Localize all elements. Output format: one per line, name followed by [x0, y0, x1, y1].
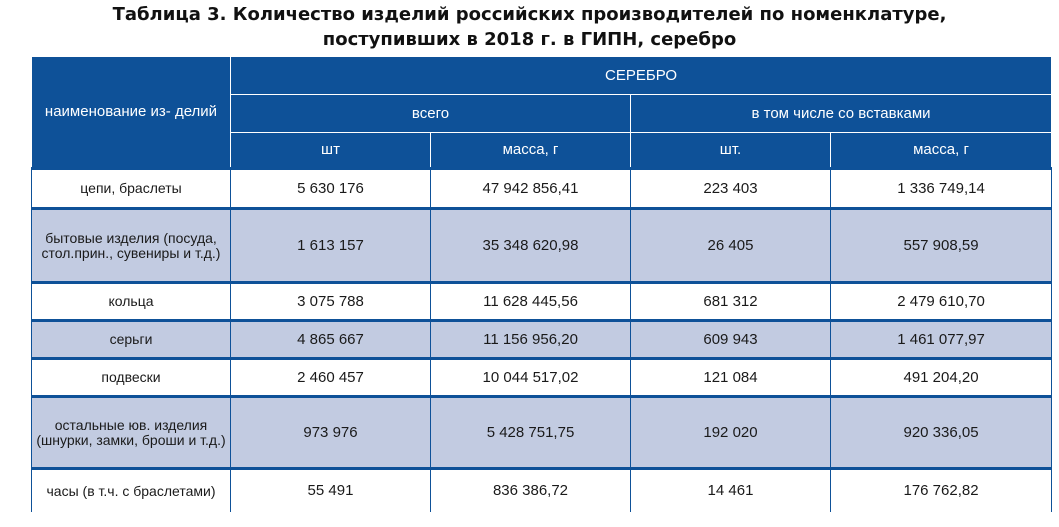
cell-total-pcs: 55 491: [230, 467, 431, 513]
cell-total-pcs: 5 630 176: [230, 167, 431, 209]
cell-total-pcs: 4 865 667: [230, 319, 431, 359]
header-name-column-label: наименование из- делий: [44, 103, 218, 120]
cell-inserts-pcs: 609 943: [630, 319, 831, 359]
cell-total-mass: 10 044 517,02: [430, 357, 631, 397]
cell-inserts-mass: 1 461 077,97: [829, 319, 1053, 359]
cell-inserts-pcs: 14 461: [630, 467, 831, 513]
header-metal-label: СЕРЕБРО: [605, 66, 678, 84]
header-metal: СЕРЕБРО: [229, 56, 1053, 95]
row-name: часы (в т.ч. с браслетами): [31, 467, 231, 513]
row-name: подвески: [31, 357, 231, 397]
cell-total-mass: 11 628 445,56: [430, 281, 631, 321]
row-name: кольца: [31, 281, 231, 321]
header-subcol-inserts-pcs: шт.: [630, 132, 831, 169]
table-header: наименование из- делий СЕРЕБРО всего в т…: [31, 56, 1053, 169]
header-subcol-total-pcs: шт: [230, 132, 431, 169]
cell-total-mass: 836 386,72: [430, 467, 631, 513]
cell-inserts-pcs: 26 405: [630, 207, 831, 283]
cell-total-pcs: 3 075 788: [230, 281, 431, 321]
table-row: остальные юв. изделия (шнурки, замки, бр…: [31, 395, 1053, 469]
cell-inserts-mass: 920 336,05: [829, 395, 1053, 469]
table-title-line-1: Таблица 3. Количество изделий российских…: [112, 4, 947, 25]
cell-inserts-mass: 1 336 749,14: [829, 167, 1053, 209]
table-row: кольца 3 075 788 11 628 445,56 681 312 2…: [31, 281, 1053, 321]
row-name: серьги: [31, 319, 231, 359]
cell-total-mass: 5 428 751,75: [430, 395, 631, 469]
table-row: серьги 4 865 667 11 156 956,20 609 943 1…: [31, 319, 1053, 359]
cell-total-pcs: 973 976: [230, 395, 431, 469]
header-subcol-total-mass: масса, г: [430, 132, 631, 169]
cell-inserts-pcs: 121 084: [630, 357, 831, 397]
cell-inserts-pcs: 192 020: [630, 395, 831, 469]
cell-total-pcs: 2 460 457: [230, 357, 431, 397]
table-row: подвески 2 460 457 10 044 517,02 121 084…: [31, 357, 1053, 397]
row-name: остальные юв. изделия (шнурки, замки, бр…: [31, 395, 231, 469]
table-body: цепи, браслеты 5 630 176 47 942 856,41 2…: [31, 167, 1053, 513]
cell-total-mass: 35 348 620,98: [430, 207, 631, 283]
cell-total-pcs: 1 613 157: [230, 207, 431, 283]
cell-inserts-mass: 2 479 610,70: [829, 281, 1053, 321]
silver-items-table: наименование из- делий СЕРЕБРО всего в т…: [31, 56, 1053, 513]
cell-inserts-pcs: 681 312: [630, 281, 831, 321]
cell-inserts-pcs: 223 403: [630, 167, 831, 209]
table-row: бытовые изделия (посуда, стол.прин., сув…: [31, 207, 1053, 283]
table-title-line-2: поступивших в 2018 г. в ГИПН, серебро: [322, 29, 737, 50]
cell-total-mass: 47 942 856,41: [430, 167, 631, 209]
header-group-total-label: всего: [411, 104, 450, 122]
cell-inserts-mass: 176 762,82: [829, 467, 1053, 513]
table-row: цепи, браслеты 5 630 176 47 942 856,41 2…: [31, 167, 1053, 209]
header-group-with-inserts-label: в том числе со вставками: [751, 104, 931, 122]
header-group-with-inserts: в том числе со вставками: [629, 94, 1053, 133]
table-row: часы (в т.ч. с браслетами) 55 491 836 38…: [31, 467, 1053, 513]
row-name: цепи, браслеты: [31, 167, 231, 209]
table-title: Таблица 3. Количество изделий российских…: [0, 2, 1059, 52]
header-subcol-inserts-mass: масса, г: [829, 132, 1053, 169]
cell-inserts-mass: 557 908,59: [829, 207, 1053, 283]
header-name-column: наименование из- делий: [31, 56, 231, 169]
cell-inserts-mass: 491 204,20: [829, 357, 1053, 397]
header-group-total: всего: [230, 94, 631, 133]
row-name: бытовые изделия (посуда, стол.прин., сув…: [31, 207, 231, 283]
cell-total-mass: 11 156 956,20: [430, 319, 631, 359]
